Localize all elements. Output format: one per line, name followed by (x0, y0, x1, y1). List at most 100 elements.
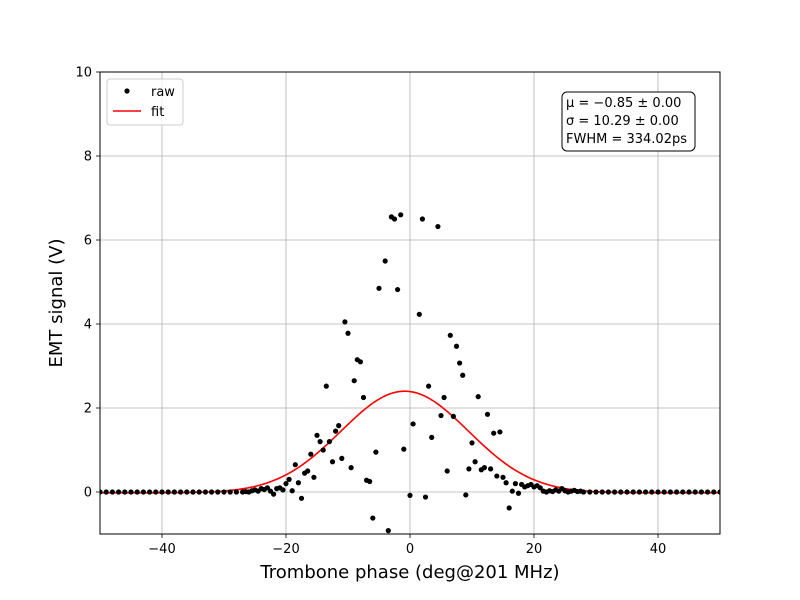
raw-point (515, 490, 522, 496)
y-axis-label: EMT signal (V) (46, 239, 67, 368)
raw-point (308, 451, 314, 457)
raw-point (264, 485, 270, 491)
raw-point (100, 489, 103, 495)
raw-point (360, 394, 367, 401)
raw-point (426, 383, 432, 389)
raw-point (497, 429, 503, 435)
raw-point (221, 489, 227, 495)
raw-point (618, 489, 624, 495)
raw-point (667, 489, 674, 495)
legend: raw fit (106, 78, 184, 126)
raw-point (460, 372, 466, 378)
raw-point (416, 311, 422, 317)
raw-point (215, 489, 221, 495)
y-tick-label: 10 (75, 66, 92, 81)
raw-point (494, 473, 500, 479)
raw-point (599, 489, 605, 495)
raw-point (593, 489, 599, 495)
raw-point (305, 468, 311, 474)
raw-point (512, 481, 519, 487)
raw-point (286, 476, 292, 482)
raw-point (661, 489, 667, 495)
raw-point (469, 440, 475, 446)
raw-point (698, 489, 705, 495)
raw-point (438, 412, 444, 419)
raw-point (484, 411, 491, 417)
raw-point (612, 489, 618, 495)
raw-point (209, 489, 215, 495)
y-tick-label: 2 (84, 402, 92, 417)
raw-point (314, 432, 320, 438)
raw-point (233, 489, 239, 495)
raw-point (103, 489, 109, 495)
raw-point (481, 465, 487, 471)
raw-point (382, 258, 388, 264)
raw-point (419, 216, 425, 222)
fit-annotation: μ = −0.85 ± 0.00 σ = 10.29 ± 0.00 FWHM =… (561, 91, 696, 152)
raw-point (398, 212, 404, 218)
y-tick-label: 4 (84, 318, 92, 333)
raw-point (298, 495, 305, 501)
raw-point (109, 489, 115, 495)
raw-point (342, 319, 348, 325)
raw-point (491, 430, 497, 436)
x-tick-label: 0 (406, 542, 414, 557)
raw-point (134, 489, 140, 495)
raw-point (348, 465, 354, 471)
raw-point (165, 489, 171, 495)
raw-point (140, 489, 146, 495)
raw-point (370, 515, 376, 521)
raw-point (202, 489, 208, 495)
raw-point (280, 487, 286, 493)
raw-point (472, 459, 478, 465)
legend-fit-label: fit (151, 105, 164, 120)
annotation-fwhm: FWHM = 334.02ps (566, 132, 687, 147)
legend-raw-label: raw (151, 85, 175, 100)
raw-point (178, 489, 184, 495)
raw-point (429, 434, 435, 440)
raw-point (488, 466, 494, 472)
raw-point (357, 359, 363, 365)
raw-point (444, 468, 450, 474)
raw-point (441, 394, 447, 401)
x-axis-label: Trombone phase (deg@201 MHz) (259, 562, 559, 583)
raw-point (450, 413, 456, 419)
raw-point (292, 462, 298, 468)
raw-point (457, 360, 463, 366)
raw-point (323, 383, 329, 389)
raw-point (605, 489, 612, 495)
raw-point (506, 505, 512, 511)
raw-point (395, 286, 401, 293)
raw-point (333, 428, 339, 434)
raw-point (711, 489, 717, 495)
raw-point (336, 423, 342, 429)
plot-area (100, 212, 720, 534)
raw-series (100, 212, 720, 534)
annotation-mu: μ = −0.85 ± 0.00 (566, 96, 681, 111)
raw-point (122, 489, 128, 495)
raw-point (196, 489, 202, 495)
raw-point (624, 489, 630, 495)
annotation-box (561, 91, 696, 152)
raw-point (717, 489, 720, 495)
raw-point (271, 491, 277, 497)
raw-point (643, 489, 649, 495)
raw-point (509, 488, 515, 494)
raw-point (317, 439, 323, 445)
raw-point (283, 481, 289, 487)
y-tick-label: 8 (84, 150, 92, 165)
raw-point (630, 489, 636, 495)
annotation-sigma: σ = 10.29 ± 0.00 (566, 114, 679, 129)
raw-point (339, 455, 345, 461)
x-tick-label: 40 (650, 542, 667, 557)
raw-point (537, 485, 543, 491)
raw-point (636, 489, 643, 495)
raw-point (422, 494, 429, 500)
raw-point (153, 489, 159, 495)
raw-point (410, 421, 416, 427)
raw-point (680, 489, 686, 495)
raw-point (686, 489, 692, 495)
x-tick-label: −40 (148, 542, 175, 557)
raw-point (475, 394, 481, 400)
x-tick-label: 20 (526, 542, 543, 557)
